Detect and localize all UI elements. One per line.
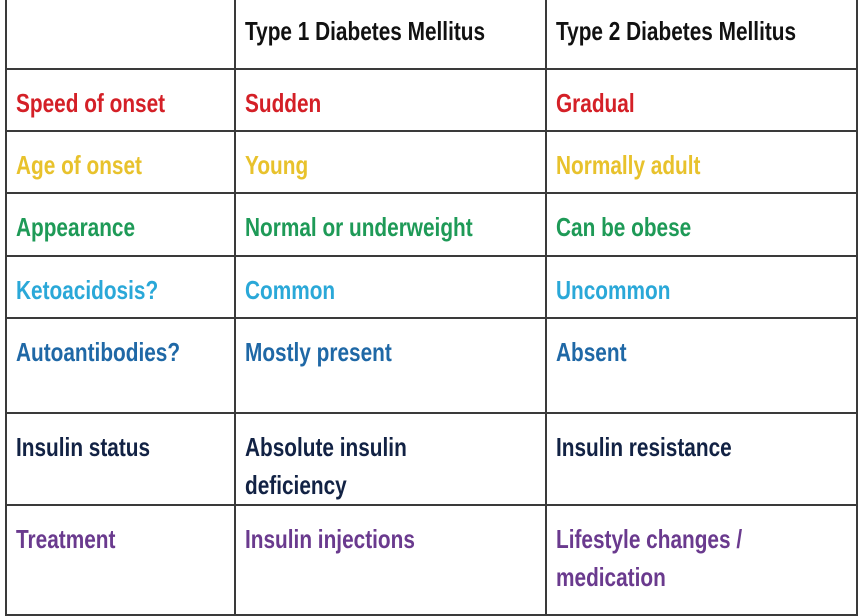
type2-cell: Absent <box>544 317 859 414</box>
cell-text: Absolute insulin deficiency <box>244 432 407 500</box>
cell-text: Young <box>244 150 309 180</box>
table-row: Insulin status Absolute insulin deficien… <box>5 412 859 506</box>
header-cell-type1: Type 1 Diabetes Mellitus <box>233 0 547 70</box>
cell-text: Uncommon <box>555 275 671 305</box>
table-row: Appearance Normal or underweight Can be … <box>5 192 859 257</box>
diabetes-comparison-table: Type 1 Diabetes Mellitus Type 2 Diabetes… <box>5 0 859 616</box>
header-text: Type 2 Diabetes Mellitus <box>555 16 796 46</box>
type1-cell: Young <box>233 130 547 194</box>
row-label-cell: Autoantibodies? <box>5 317 236 414</box>
cell-text: Appearance <box>16 212 136 242</box>
cell-text: Age of onset <box>16 150 142 180</box>
cell-text: Insulin resistance <box>555 432 732 462</box>
cell-text: Insulin status <box>16 432 151 462</box>
type2-cell: Can be obese <box>544 192 859 257</box>
cell-text: Treatment <box>16 524 116 554</box>
header-cell-type2: Type 2 Diabetes Mellitus <box>544 0 859 70</box>
type2-cell: Insulin resistance <box>544 412 859 506</box>
header-text: Type 1 Diabetes Mellitus <box>244 16 485 46</box>
cell-text: Ketoacidosis? <box>16 275 159 305</box>
cell-text: Normally adult <box>555 150 701 180</box>
type1-cell: Insulin injections <box>233 504 547 616</box>
row-label-cell: Treatment <box>5 504 236 616</box>
type1-cell: Common <box>233 255 547 319</box>
cell-text: Lifestyle changes / medication <box>555 524 743 592</box>
type1-cell: Mostly present <box>233 317 547 414</box>
row-label-cell: Insulin status <box>5 412 236 506</box>
row-label-cell: Ketoacidosis? <box>5 255 236 319</box>
row-label-cell: Age of onset <box>5 130 236 194</box>
type2-cell: Gradual <box>544 68 859 132</box>
type1-cell: Normal or underweight <box>233 192 547 257</box>
cell-text: Absent <box>555 337 627 367</box>
type1-cell: Absolute insulin deficiency <box>233 412 547 506</box>
type1-cell: Sudden <box>233 68 547 132</box>
row-label-cell: Speed of onset <box>5 68 236 132</box>
type2-cell: Normally adult <box>544 130 859 194</box>
cell-text: Normal or underweight <box>244 212 473 242</box>
table-row: Treatment Insulin injections Lifestyle c… <box>5 504 859 616</box>
cell-text: Insulin injections <box>244 524 415 554</box>
cell-text: Autoantibodies? <box>16 337 181 367</box>
cell-text: Mostly present <box>244 337 392 367</box>
cell-text: Common <box>244 275 336 305</box>
header-cell-empty <box>5 0 236 70</box>
cell-text: Speed of onset <box>16 88 166 118</box>
type2-cell: Uncommon <box>544 255 859 319</box>
cell-text: Can be obese <box>555 212 692 242</box>
cell-text: Gradual <box>555 88 635 118</box>
row-label-cell: Appearance <box>5 192 236 257</box>
table-row: Age of onset Young Normally adult <box>5 130 859 194</box>
header-row: Type 1 Diabetes Mellitus Type 2 Diabetes… <box>5 0 859 70</box>
table-row: Speed of onset Sudden Gradual <box>5 68 859 132</box>
type2-cell: Lifestyle changes / medication <box>544 504 859 616</box>
cell-text: Sudden <box>244 88 322 118</box>
table-row: Autoantibodies? Mostly present Absent <box>5 317 859 414</box>
table-row: Ketoacidosis? Common Uncommon <box>5 255 859 319</box>
